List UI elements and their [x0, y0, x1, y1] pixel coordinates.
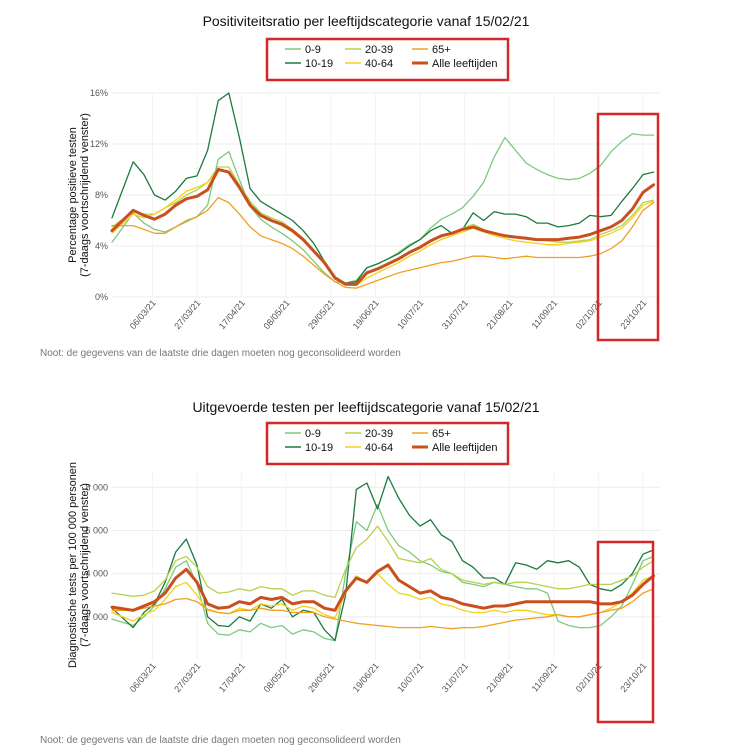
- x-tick-label: 08/05/21: [262, 661, 292, 694]
- series-line-Alle-leeftijden: [110, 168, 656, 286]
- x-tick-label: 02/10/21: [574, 298, 604, 331]
- legend-box: [265, 421, 510, 466]
- highlight-box: [596, 112, 660, 342]
- x-tick-label: 23/10/21: [618, 661, 648, 694]
- chart-1: Positiviteitsratio per leeftijdscategori…: [40, 13, 660, 359]
- y-tick-label: 8 000: [85, 482, 108, 492]
- y-axis-label-2: (7-daags voortschrijdend venster): [79, 483, 91, 647]
- legend-label: 20-39: [365, 44, 393, 56]
- x-tick-label: 11/09/21: [530, 298, 560, 331]
- y-tick-label: 6 000: [85, 525, 108, 535]
- x-tick-label: 17/04/21: [217, 298, 247, 331]
- y-tick-label: 2 000: [85, 612, 108, 622]
- y-tick-label: 16%: [90, 88, 108, 98]
- series-line-40-64: [111, 572, 655, 622]
- footnote: Noot: de gegevens van de laatste drie da…: [40, 348, 401, 359]
- y-tick-label: 4%: [95, 241, 108, 251]
- y-tick-label: 12%: [90, 139, 108, 149]
- y-tick-label: 0%: [95, 292, 108, 302]
- x-tick-label: 29/05/21: [306, 298, 336, 331]
- series-line-0-9: [111, 503, 655, 642]
- x-tick-label: 11/09/21: [530, 661, 560, 694]
- legend-label: 10-19: [305, 58, 333, 70]
- legend-label: 65+: [432, 428, 451, 440]
- legend-label: 40-64: [365, 442, 393, 454]
- y-tick-label: 4 000: [85, 569, 108, 579]
- legend-label: 65+: [432, 44, 451, 56]
- x-tick-label: 06/03/21: [128, 298, 158, 331]
- x-tick-label: 31/07/21: [440, 298, 470, 331]
- legend-label: 0-9: [305, 428, 321, 440]
- legend-box: [265, 37, 510, 82]
- x-tick-label: 27/03/21: [172, 661, 202, 694]
- x-tick-label: 06/03/21: [128, 661, 158, 694]
- x-tick-label: 19/06/21: [351, 298, 381, 331]
- legend-label: 40-64: [365, 58, 393, 70]
- highlight-box: [596, 540, 655, 724]
- x-tick-label: 21/08/21: [485, 661, 515, 694]
- x-tick-label: 29/05/21: [306, 661, 336, 694]
- x-tick-label: 21/08/21: [485, 298, 515, 331]
- series-line-10-19: [111, 475, 655, 642]
- x-tick-label: 17/04/21: [217, 661, 247, 694]
- chart-title: Uitgevoerde testen per leeftijdscategori…: [192, 399, 539, 415]
- legend-label: Alle leeftijden: [432, 58, 497, 70]
- series-line-0-9: [111, 133, 655, 284]
- x-tick-label: 02/10/21: [574, 661, 604, 694]
- series-line-65-: [111, 196, 655, 289]
- chart-title: Positiviteitsratio per leeftijdscategori…: [203, 13, 530, 29]
- x-tick-label: 10/07/21: [395, 298, 425, 331]
- y-axis-label: Diagnostische tests per 100 000 personen: [67, 462, 79, 668]
- x-tick-label: 23/10/21: [618, 298, 648, 331]
- x-tick-label: 10/07/21: [395, 661, 425, 694]
- series-line-Alle-leeftijden: [110, 563, 656, 612]
- x-tick-label: 27/03/21: [172, 298, 202, 331]
- series-line-20-39: [111, 525, 655, 599]
- footnote: Noot: de gegevens van de laatste drie da…: [40, 735, 401, 746]
- series-line-65-: [111, 588, 655, 630]
- x-tick-label: 31/07/21: [440, 661, 470, 694]
- legend-label: 0-9: [305, 44, 321, 56]
- x-tick-label: 19/06/21: [351, 661, 381, 694]
- legend-label: 20-39: [365, 428, 393, 440]
- series-line-10-19: [111, 92, 655, 284]
- legend-label: 10-19: [305, 442, 333, 454]
- y-axis-label: Percentage positieve testen: [67, 127, 79, 263]
- y-axis-label-2: (7-daags voortschrijdend venster): [79, 113, 91, 277]
- y-tick-label: 8%: [95, 190, 108, 200]
- legend-label: Alle leeftijden: [432, 442, 497, 454]
- x-tick-label: 08/05/21: [262, 298, 292, 331]
- chart-2: Uitgevoerde testen per leeftijdscategori…: [40, 399, 660, 746]
- series-line-40-64: [111, 168, 655, 287]
